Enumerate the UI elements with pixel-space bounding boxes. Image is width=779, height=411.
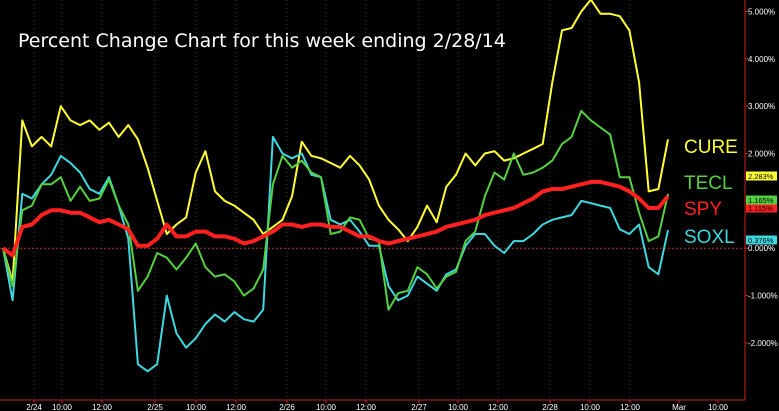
x-tick-label: 2/27	[411, 403, 427, 411]
x-tick-label: 10:00	[316, 403, 337, 411]
badge-spy	[746, 203, 777, 213]
x-tick-label: 2/26	[279, 403, 295, 411]
y-tick-label: 3.000%	[748, 102, 775, 111]
legend-spy: SPY	[684, 199, 722, 220]
legend-cure: CURE	[684, 137, 738, 158]
series-lines	[1, 0, 670, 373]
x-axis-ticks: 2/24 10:00 12:00 2/25 10:00 12:00 2/26 10:00 12:…	[26, 400, 729, 411]
x-tick-label: 2/24	[26, 403, 42, 411]
badge-label-soxl: 0.376%	[748, 236, 774, 245]
legend-tecl: TECL	[684, 173, 733, 194]
chart-title: Percent Change Chart for this week endin…	[18, 30, 506, 52]
badge-label-tecl: 1.165%	[748, 196, 774, 205]
x-tick-label: 10:00	[708, 403, 729, 411]
y-tick-label: -1.000%	[748, 292, 778, 301]
badge-soxl	[746, 235, 777, 245]
badge-cure	[746, 171, 777, 181]
badge-label-spy: 1.115%	[748, 204, 773, 213]
x-tick-label: Mar	[672, 403, 686, 411]
series-line-cure	[2, 0, 669, 283]
y-tick-label: 5.000%	[748, 7, 775, 16]
badge-label-cure: 2.283%	[748, 172, 774, 181]
y-tick-label: -2.000%	[748, 339, 778, 348]
y-tick-label: 2.000%	[748, 150, 775, 159]
badge-tecl	[746, 195, 777, 205]
x-tick-label: 10:00	[448, 403, 469, 411]
x-tick-label: 10:00	[52, 403, 73, 411]
x-tick-label: 12:00	[488, 403, 509, 411]
series-line-tecl	[2, 109, 669, 311]
x-tick-label: 2/28	[542, 403, 558, 411]
x-tick-label: 10:00	[186, 403, 207, 411]
y-tick-label: 4.000%	[748, 55, 775, 64]
y-tick-label: 0.000%	[748, 244, 775, 253]
x-tick-label: 2/25	[147, 403, 163, 411]
x-tick-label: 12:00	[620, 403, 641, 411]
legend: CURE TECL SPY SOXL	[684, 137, 738, 248]
x-tick-label: 12:00	[226, 403, 247, 411]
x-tick-label: 12:00	[92, 403, 113, 411]
x-tick-label: 12:00	[356, 403, 377, 411]
x-tick-label: 10:00	[580, 403, 601, 411]
last-value-badges: 1.115%1.165% 2.283% 0.376%	[746, 171, 777, 245]
series-line-spy	[1, 179, 670, 258]
legend-soxl: SOXL	[684, 227, 735, 248]
